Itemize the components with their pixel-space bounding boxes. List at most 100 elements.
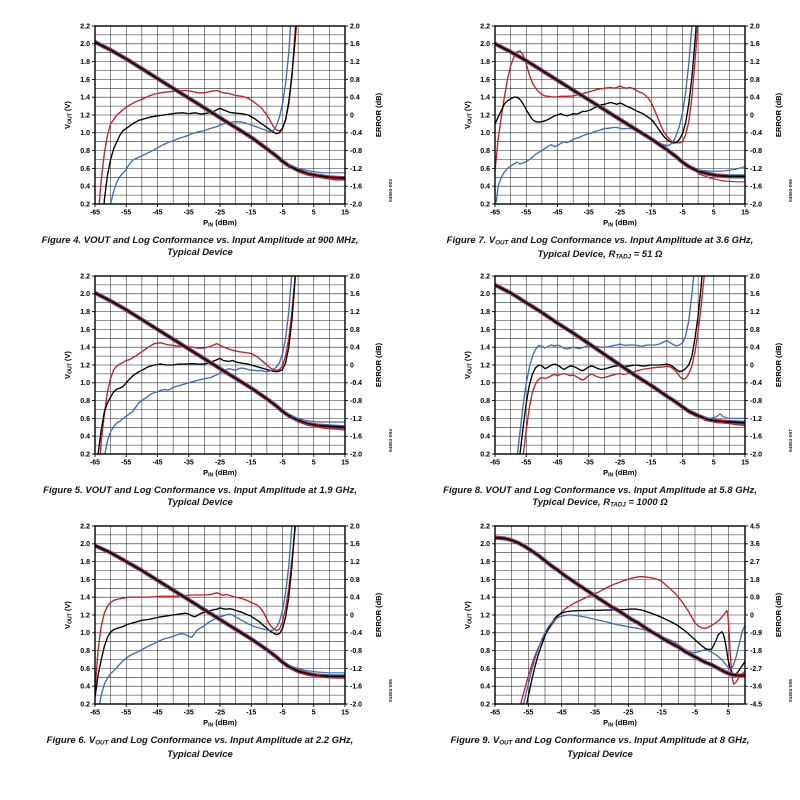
svg-text:2.2: 2.2 — [80, 23, 90, 30]
x-axis-title: PIN (dBm) — [603, 718, 637, 729]
caption-figure-8: Figure 8. VOUT and Log Conformance vs. I… — [429, 485, 771, 510]
x-axis-title: PIN (dBm) — [603, 218, 637, 229]
svg-text:1.6: 1.6 — [350, 41, 360, 48]
svg-text:2.0: 2.0 — [480, 291, 490, 298]
series-error-blue — [109, 26, 292, 204]
svg-text:-15: -15 — [246, 710, 256, 717]
chart-figure-9: 0.2 0.4 0.6 0.8 1.0 1.2 1.4 1.6 1.8 2.0 2.2 -4.5 -3.… — [400, 516, 800, 766]
series-vout-tail-red — [297, 421, 345, 431]
svg-text:-45: -45 — [557, 710, 567, 717]
svg-text:0.8: 0.8 — [750, 77, 760, 84]
series-vout-tail-blue — [697, 166, 745, 172]
svg-text:-25: -25 — [615, 460, 625, 467]
svg-text:-15: -15 — [646, 210, 656, 217]
svg-text:-5: -5 — [279, 460, 285, 467]
svg-text:-2.0: -2.0 — [350, 201, 362, 208]
svg-text:15: 15 — [341, 210, 349, 217]
svg-text:-1.2: -1.2 — [350, 166, 362, 173]
svg-text:1.8: 1.8 — [480, 309, 490, 316]
svg-text:0.4: 0.4 — [480, 684, 490, 691]
right-axis-title: ERROR (dB) — [774, 592, 783, 637]
svg-text:-55: -55 — [121, 710, 131, 717]
svg-text:1.0: 1.0 — [480, 380, 490, 387]
caption-line: Figure 6. VOUT and Log Conformance vs. I… — [46, 735, 354, 747]
svg-text:-65: -65 — [90, 210, 100, 217]
svg-text:0.2: 0.2 — [80, 451, 90, 458]
svg-text:-55: -55 — [121, 210, 131, 217]
svg-text:1.6: 1.6 — [350, 541, 360, 548]
svg-text:-25: -25 — [215, 710, 225, 717]
svg-text:-35: -35 — [584, 460, 594, 467]
svg-text:0.2: 0.2 — [80, 701, 90, 708]
x-axis-title: PIN (dBm) — [203, 718, 237, 729]
svg-text:-1.6: -1.6 — [750, 434, 762, 441]
svg-text:2.0: 2.0 — [80, 291, 90, 298]
svg-text:0.2: 0.2 — [480, 701, 490, 708]
svg-text:2.0: 2.0 — [350, 23, 360, 30]
series-vout — [95, 292, 345, 429]
series-error-red — [495, 26, 699, 172]
svg-text:-35: -35 — [584, 210, 594, 217]
svg-text:0: 0 — [350, 112, 354, 119]
svg-text:2.0: 2.0 — [80, 541, 90, 548]
series-error-red — [98, 26, 297, 204]
series-vout — [495, 536, 745, 677]
svg-text:-2.0: -2.0 — [750, 201, 762, 208]
svg-text:-1.2: -1.2 — [750, 166, 762, 173]
plot-canvas-figure-8: 0.2 0.4 0.6 0.8 1.0 1.2 1.4 1.6 1.8 2.0 2.2 -2.0 -1.… — [463, 273, 794, 479]
x-axis-title: PIN (dBm) — [603, 468, 637, 479]
svg-text:-55: -55 — [523, 710, 533, 717]
chart-figure-4: 0.2 0.4 0.6 0.8 1.0 1.2 1.4 1.6 1.8 2.0 2.2 -2.0 -1.… — [0, 16, 400, 266]
svg-text:-0.8: -0.8 — [350, 148, 362, 155]
svg-text:-2.0: -2.0 — [350, 701, 362, 708]
svg-text:-35: -35 — [590, 710, 600, 717]
svg-text:-1.6: -1.6 — [350, 184, 362, 191]
svg-text:-0.8: -0.8 — [750, 398, 762, 405]
svg-text:0.6: 0.6 — [80, 166, 90, 173]
svg-text:-25: -25 — [215, 460, 225, 467]
svg-text:1.4: 1.4 — [80, 595, 90, 602]
left-axis-title: VOUT (V) — [463, 351, 474, 379]
left-axis-title: VOUT (V) — [463, 101, 474, 129]
series-vout — [95, 41, 345, 179]
chart-figure-7: 0.2 0.4 0.6 0.8 1.0 1.2 1.4 1.6 1.8 2.0 2.2 -2.0 -1.… — [400, 16, 800, 266]
svg-text:1.2: 1.2 — [750, 59, 760, 66]
svg-text:5: 5 — [712, 210, 716, 217]
svg-text:0.8: 0.8 — [480, 648, 490, 655]
svg-text:5: 5 — [712, 460, 716, 467]
series-error-black — [519, 276, 703, 454]
svg-text:0.8: 0.8 — [480, 398, 490, 405]
caption-line: Figure 9. VOUT and Log Conformance vs. I… — [450, 735, 750, 747]
svg-text:-55: -55 — [521, 210, 531, 217]
svg-text:3.6: 3.6 — [750, 541, 760, 548]
svg-text:-65: -65 — [90, 710, 100, 717]
svg-text:1.6: 1.6 — [80, 577, 90, 584]
svg-text:-2.0: -2.0 — [750, 451, 762, 458]
svg-text:2.0: 2.0 — [480, 541, 490, 548]
svg-text:2.2: 2.2 — [480, 23, 490, 30]
svg-text:-45: -45 — [152, 710, 162, 717]
svg-text:0: 0 — [750, 612, 754, 619]
caption-figure-9: Figure 9. VOUT and Log Conformance vs. I… — [437, 735, 764, 760]
caption-figure-4: Figure 4. VOUT and Log Conformance vs. I… — [28, 235, 373, 258]
svg-text:1.2: 1.2 — [80, 612, 90, 619]
svg-text:1.0: 1.0 — [480, 630, 490, 637]
svg-text:0.9: 0.9 — [750, 595, 760, 602]
figure-code: 04853-005 — [388, 679, 394, 702]
svg-text:0.4: 0.4 — [750, 345, 760, 352]
svg-text:-1.6: -1.6 — [350, 434, 362, 441]
svg-text:1.6: 1.6 — [350, 291, 360, 298]
svg-text:1.6: 1.6 — [480, 77, 490, 84]
svg-text:-0.9: -0.9 — [750, 630, 762, 637]
svg-text:5: 5 — [312, 460, 316, 467]
svg-text:-2.7: -2.7 — [750, 666, 762, 673]
svg-text:0.2: 0.2 — [480, 451, 490, 458]
svg-text:-25: -25 — [215, 210, 225, 217]
caption-line: Typical Device — [167, 246, 233, 258]
svg-text:-55: -55 — [521, 460, 531, 467]
series-error-black — [103, 26, 297, 204]
svg-text:-65: -65 — [490, 460, 500, 467]
left-axis-title: VOUT (V) — [63, 101, 74, 129]
svg-text:0: 0 — [750, 362, 754, 369]
svg-text:1.2: 1.2 — [750, 309, 760, 316]
